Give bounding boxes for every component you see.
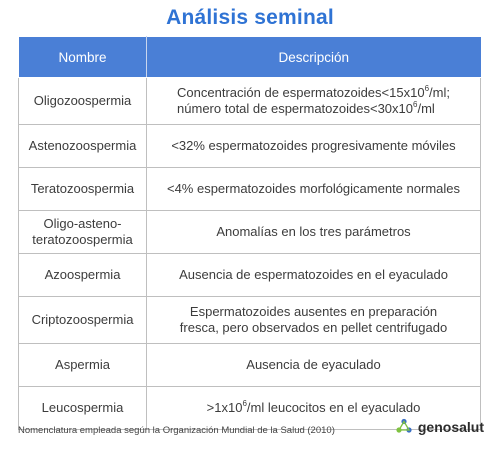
page-title: Análisis seminal xyxy=(166,6,334,29)
table-row: Criptozoospermia Espermatozoides ausente… xyxy=(18,296,481,344)
desc-text: /ml xyxy=(417,101,435,116)
row-description: >1x106/ml leucocitos en el eyaculado xyxy=(146,386,481,430)
name-line: Oligo-asteno- xyxy=(43,216,122,231)
row-name: Azoospermia xyxy=(18,253,147,297)
row-name: Leucospermia xyxy=(18,386,147,430)
row-description: Ausencia de espermatozoides en el eyacul… xyxy=(146,253,481,297)
table-row: Aspermia Ausencia de eyaculado xyxy=(18,343,481,387)
name-line: teratozoospermia xyxy=(32,232,133,247)
row-name: Teratozoospermia xyxy=(18,167,147,211)
table-row: Astenozoospermia <32% espermatozoides pr… xyxy=(18,124,481,168)
row-description: Concentración de espermatozoides<15x106/… xyxy=(146,77,481,125)
genosalut-logo-icon xyxy=(396,418,412,433)
row-name: Aspermia xyxy=(18,343,147,387)
desc-line: fresca, pero observados en pellet centri… xyxy=(179,320,448,335)
desc-text: /ml; xyxy=(429,85,450,100)
row-description: <4% espermatozoides morfológicamente nor… xyxy=(146,167,481,211)
table-row: Leucospermia >1x106/ml leucocitos en el … xyxy=(18,386,481,430)
table-row: Azoospermia Ausencia de espermatozoides … xyxy=(18,253,481,297)
table-row: Teratozoospermia <4% espermatozoides mor… xyxy=(18,167,481,211)
header-nombre: Nombre xyxy=(18,36,147,78)
desc-text: >1x10 xyxy=(206,400,243,415)
desc-sup: 6 xyxy=(424,83,430,93)
desc-text: número total de espermatozoides<30x10 xyxy=(177,101,413,116)
desc-text: Concentración de espermatozoides<15x10 xyxy=(177,85,425,100)
desc-text: /ml leucocitos en el eyaculado xyxy=(246,400,421,415)
row-description: <32% espermatozoides progresivamente móv… xyxy=(146,124,481,168)
table-row: Oligozoospermia Concentración de esperma… xyxy=(18,77,481,125)
table-header-row: Nombre Descripción xyxy=(18,36,481,78)
desc-line: Espermatozoides ausentes en preparación xyxy=(189,304,438,319)
row-name: Criptozoospermia xyxy=(18,296,147,344)
desc-sup: 6 xyxy=(413,99,418,109)
brand-name: genosalut xyxy=(417,419,484,435)
row-name: Oligo-asteno- teratozoospermia xyxy=(18,210,147,254)
brand: genosalut xyxy=(395,418,484,436)
row-name: Oligozoospermia xyxy=(18,77,147,125)
desc-sup: 6 xyxy=(242,398,247,408)
row-description: Anomalías en los tres parámetros xyxy=(146,210,481,254)
row-name: Astenozoospermia xyxy=(18,124,147,168)
header-descripcion: Descripción xyxy=(146,36,481,78)
seminal-analysis-table: Nombre Descripción Oligozoospermia Conce… xyxy=(18,36,481,430)
footnote: Nomenclatura empleada según la Organizac… xyxy=(18,425,335,436)
table-row: Oligo-asteno- teratozoospermia Anomalías… xyxy=(18,210,481,254)
row-description: Espermatozoides ausentes en preparación … xyxy=(146,296,481,344)
row-description: Ausencia de eyaculado xyxy=(146,343,481,387)
